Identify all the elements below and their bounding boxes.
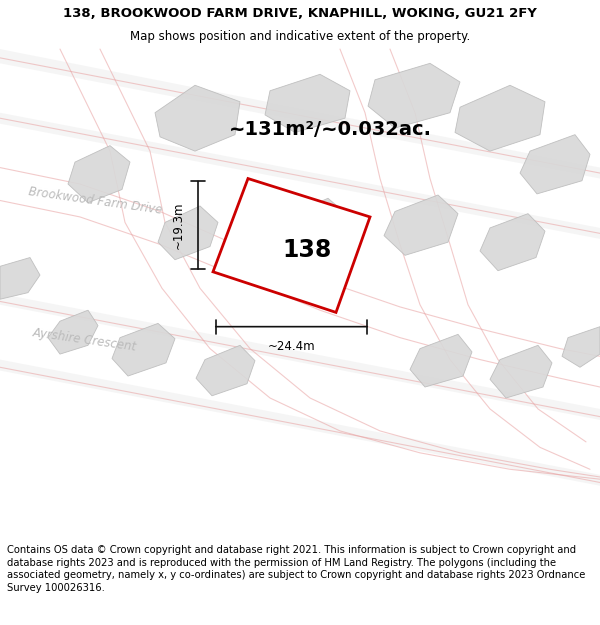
Polygon shape [68,146,130,202]
Polygon shape [490,346,552,398]
Polygon shape [480,214,545,271]
Polygon shape [0,49,600,179]
Text: 138, BROOKWOOD FARM DRIVE, KNAPHILL, WOKING, GU21 2FY: 138, BROOKWOOD FARM DRIVE, KNAPHILL, WOK… [63,7,537,19]
Polygon shape [48,310,98,354]
Polygon shape [0,294,600,420]
Text: ~19.3m: ~19.3m [172,201,185,249]
Polygon shape [384,195,458,256]
Text: ~24.4m: ~24.4m [268,340,316,353]
Polygon shape [213,179,370,312]
Polygon shape [410,334,472,387]
Text: Brookwood Farm Drive: Brookwood Farm Drive [27,184,163,216]
Polygon shape [158,206,218,260]
Polygon shape [368,63,460,128]
Text: Ayrshire Crescent: Ayrshire Crescent [32,326,138,354]
Text: 138: 138 [282,238,331,262]
Polygon shape [155,85,240,151]
Polygon shape [562,327,600,367]
Text: ~131m²/~0.032ac.: ~131m²/~0.032ac. [229,119,431,139]
Text: Map shows position and indicative extent of the property.: Map shows position and indicative extent… [130,30,470,43]
Polygon shape [0,258,40,299]
Polygon shape [265,74,350,132]
Polygon shape [112,323,175,376]
Polygon shape [196,346,255,396]
Polygon shape [520,134,590,194]
Polygon shape [0,359,600,486]
Polygon shape [275,198,350,260]
Polygon shape [455,85,545,151]
Polygon shape [0,112,600,239]
Text: Contains OS data © Crown copyright and database right 2021. This information is : Contains OS data © Crown copyright and d… [7,545,586,592]
